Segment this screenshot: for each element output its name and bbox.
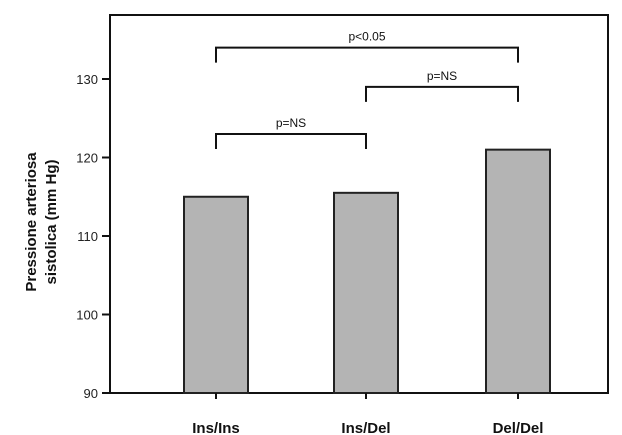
x-tick-label: Ins/Ins xyxy=(192,420,240,435)
significance-brackets: p=NS p=NS p<0.05 xyxy=(215,30,519,149)
y-tick-label: 120 xyxy=(76,151,98,166)
y-axis-title-line-1: Pressione arteriosa xyxy=(23,152,40,292)
y-tick-label: 100 xyxy=(76,308,98,323)
bar xyxy=(333,191,399,394)
significance-bracket xyxy=(365,85,519,102)
y-axis-title: Pressione arteriosa sistolica (mm Hg) xyxy=(23,152,60,292)
y-tick-label: 130 xyxy=(76,72,98,87)
significance-label: p=NS xyxy=(276,116,306,130)
bar xyxy=(183,195,249,394)
y-tick-label: 90 xyxy=(84,386,98,401)
x-axis: Ins/Ins Ins/Del Del/Del xyxy=(192,393,543,435)
y-tick-label: 110 xyxy=(77,229,98,244)
significance-bracket xyxy=(215,132,367,149)
y-axis-title-line-2: sistolica (mm Hg) xyxy=(43,159,60,284)
x-tick-label: Del/Del xyxy=(493,420,544,435)
bars xyxy=(183,148,551,394)
y-axis: 90 100 110 120 130 xyxy=(76,72,110,401)
significance-label: p<0.05 xyxy=(348,30,385,44)
significance-label: p=NS xyxy=(427,69,457,83)
bar xyxy=(485,148,551,394)
x-tick-label: Ins/Del xyxy=(341,420,390,435)
significance-bracket xyxy=(215,46,519,63)
